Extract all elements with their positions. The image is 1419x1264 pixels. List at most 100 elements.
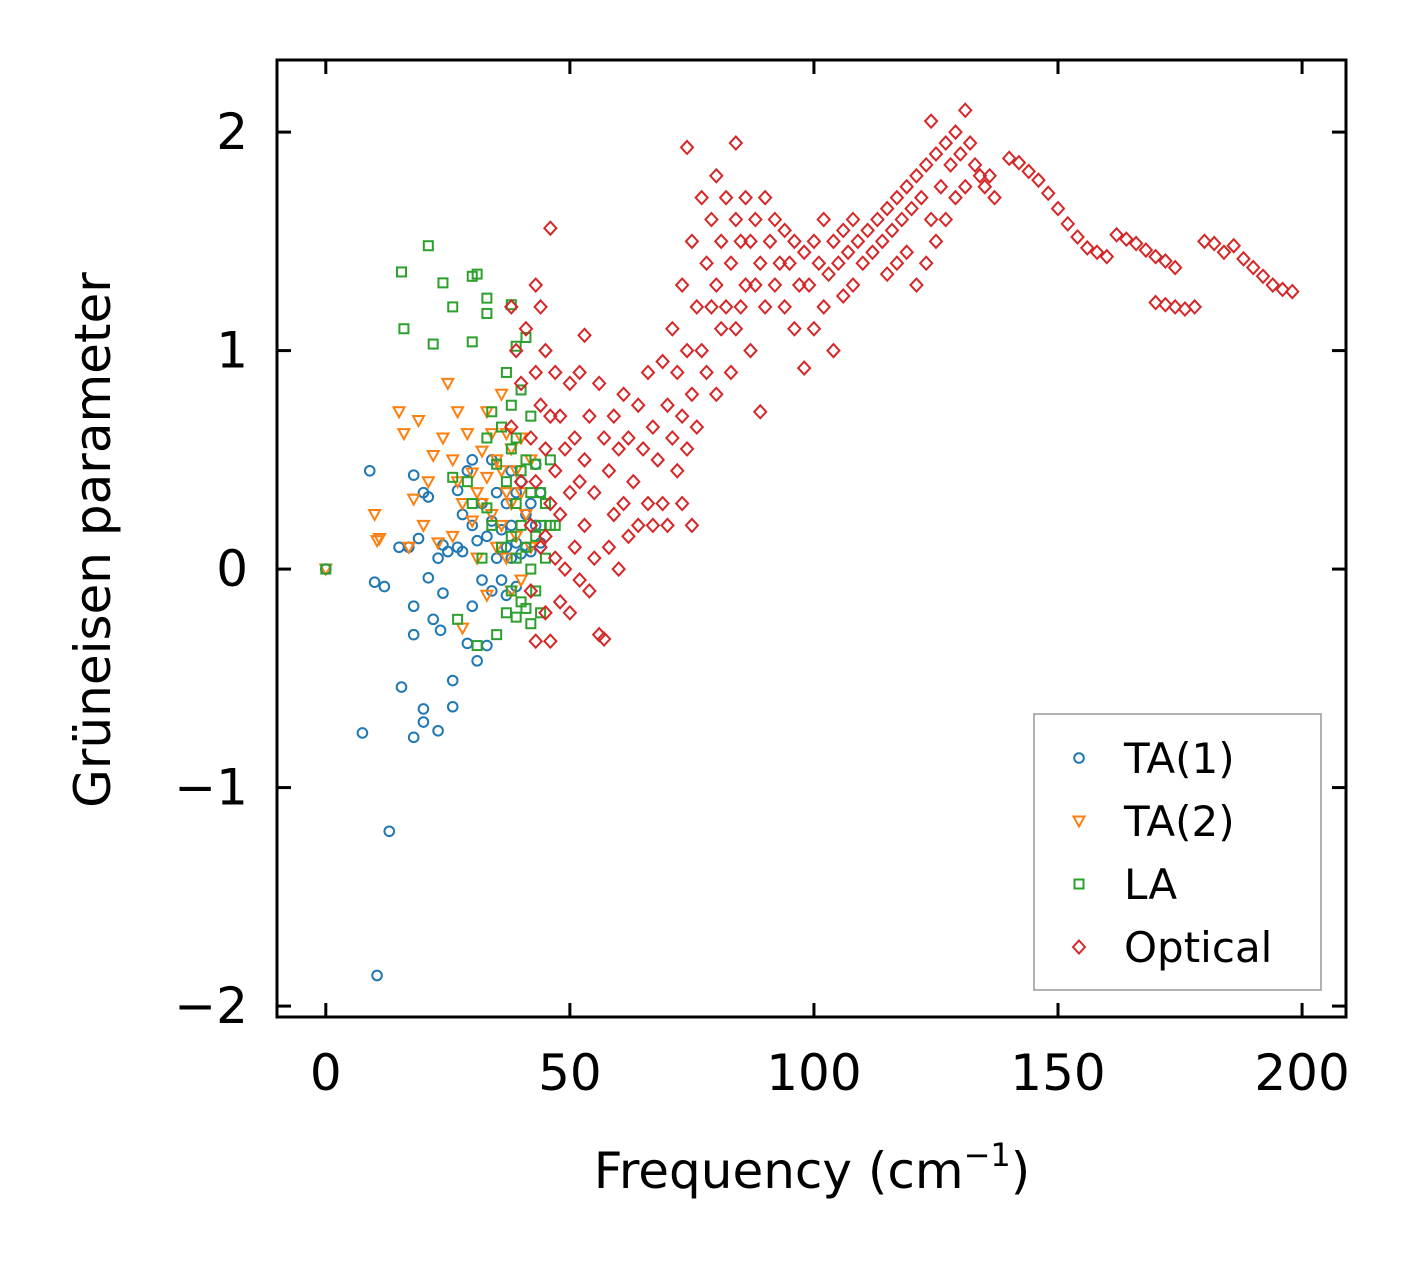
data-point: [572, 473, 588, 490]
data-point: [523, 517, 539, 534]
data-point: [547, 550, 563, 567]
data-point: [957, 102, 973, 119]
data-point: [455, 622, 470, 636]
y-axis-title: Grüneisen parameter: [64, 272, 122, 808]
data-point: [694, 189, 710, 206]
data-point: [913, 189, 929, 206]
data-point: [422, 491, 435, 503]
data-point: [450, 406, 465, 420]
data-point: [601, 462, 617, 479]
data-point: [582, 582, 597, 599]
data-point: [918, 156, 934, 173]
data-point: [460, 428, 475, 442]
data-point: [1099, 248, 1115, 265]
data-point: [432, 552, 444, 564]
data-point: [1060, 215, 1076, 232]
data-point: [665, 430, 680, 446]
data-point: [547, 364, 563, 381]
data-point: [801, 277, 817, 294]
data-point: [728, 211, 744, 228]
data-point: [1138, 242, 1154, 259]
data-point: [557, 561, 573, 578]
data-point: [395, 681, 408, 693]
data-point: [542, 408, 558, 425]
data-point: [830, 255, 846, 272]
data-point: [689, 298, 705, 315]
series-ta-2: [318, 377, 539, 636]
data-point: [1158, 296, 1173, 313]
data-point: [723, 255, 739, 272]
data-point: [446, 674, 459, 687]
y-tick-label: 2: [216, 103, 248, 161]
data-point: [378, 580, 391, 593]
data-point: [826, 233, 841, 250]
data-point: [525, 618, 537, 630]
data-point: [621, 430, 636, 446]
x-axis-title: Frequency (cm−1): [594, 1136, 1031, 1200]
data-point: [1197, 233, 1212, 250]
x-tick-label: 150: [1010, 1044, 1105, 1102]
data-point: [591, 375, 607, 392]
data-point: [904, 200, 919, 217]
data-point: [1187, 298, 1203, 315]
data-point: [481, 639, 493, 652]
data-point: [465, 515, 480, 529]
data-point: [674, 495, 690, 512]
data-point: [928, 233, 944, 250]
data-point: [669, 462, 685, 479]
data-point: [655, 353, 670, 370]
data-point: [967, 156, 983, 173]
data-point: [481, 432, 493, 444]
data-point: [525, 497, 537, 510]
data-point: [474, 445, 490, 459]
data-point: [416, 519, 431, 533]
data-point: [845, 277, 861, 294]
data-point: [401, 541, 416, 555]
data-point: [1226, 237, 1242, 254]
data-point: [407, 628, 420, 641]
data-point: [371, 969, 383, 982]
data-point: [718, 189, 734, 206]
data-point: [767, 211, 783, 228]
data-point: [928, 145, 944, 162]
data-point: [430, 537, 446, 551]
plot-frame: [275, 58, 1348, 1019]
series-optical: [503, 102, 1300, 650]
data-point: [372, 533, 387, 547]
data-point: [601, 539, 617, 556]
data-point: [407, 731, 420, 744]
data-point: [733, 233, 749, 250]
data-point: [471, 268, 483, 280]
data-point: [835, 222, 851, 239]
data-point: [486, 519, 498, 531]
data-point: [523, 582, 539, 599]
data-point: [616, 495, 631, 512]
data-point: [557, 440, 573, 457]
data-point: [500, 607, 512, 619]
data-point: [909, 167, 924, 184]
data-point: [432, 724, 444, 737]
data-point: [738, 189, 753, 206]
data-point: [422, 572, 435, 584]
data-point: [320, 563, 332, 575]
data-point: [466, 498, 478, 510]
data-point: [757, 298, 773, 315]
data-point: [481, 307, 493, 319]
data-point: [616, 386, 631, 403]
data-point: [1050, 200, 1066, 217]
data-point: [510, 432, 522, 444]
legend-label: LA: [1124, 860, 1177, 909]
data-point: [469, 487, 485, 501]
y-tick-label: 1: [216, 322, 248, 380]
data-point: [635, 440, 651, 457]
data-point: [1216, 244, 1232, 261]
data-point: [476, 574, 488, 586]
data-point: [1265, 277, 1281, 294]
x-tick-label: 0: [310, 1044, 342, 1102]
data-point: [757, 189, 773, 206]
data-point: [699, 255, 714, 272]
data-point: [491, 458, 503, 470]
data-point: [1167, 259, 1183, 276]
data-point: [1158, 253, 1173, 269]
data-point: [870, 211, 885, 228]
